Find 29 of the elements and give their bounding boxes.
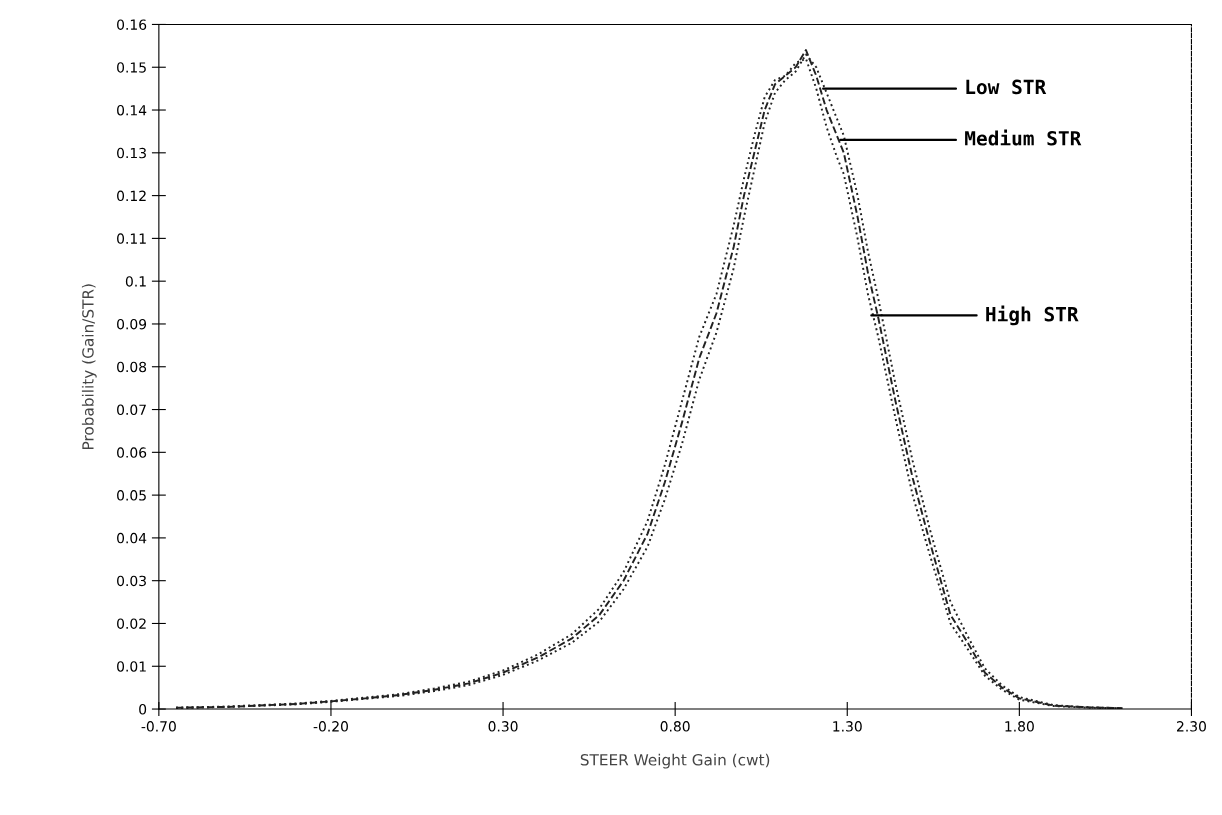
- y-tick-label: 0.07: [117, 404, 146, 416]
- y-tick-label: 0.1: [125, 276, 146, 287]
- y-tick-label: 0.05: [117, 490, 146, 501]
- y-axis-title: Probability (Gain/STR): [81, 284, 97, 449]
- y-tick-label: 0.14: [117, 104, 147, 116]
- x-axis-title: STEER Weight Gain (cwt): [580, 753, 770, 769]
- y-tick-label: 0.04: [117, 532, 147, 544]
- y-tick-label: 0: [139, 704, 147, 715]
- x-tick-label: 1.30: [833, 721, 862, 732]
- y-tick-label: 0.11: [117, 233, 146, 244]
- y-tick-label: 0.06: [117, 447, 147, 458]
- y-tick-label: 0.02: [117, 618, 146, 629]
- annotation: Low STR: [966, 79, 1047, 95]
- y-tick-label: 0.15: [117, 62, 146, 73]
- y-tick-label: 0.16: [117, 19, 147, 30]
- x-tick-label: 0.80: [660, 721, 690, 732]
- y-tick-label: 0.09: [117, 318, 147, 330]
- x-tick-label: -0.20: [313, 721, 348, 732]
- annotation: Medium STR: [965, 129, 1082, 146]
- y-tick-label: 0.01: [117, 661, 146, 672]
- x-tick-label: 1.80: [1005, 721, 1034, 732]
- y-tick-label: 0.12: [117, 190, 146, 202]
- y-tick-label: 0.13: [117, 147, 146, 159]
- x-tick-label: 2.30: [1177, 721, 1206, 732]
- x-tick-label: -0.70: [141, 721, 176, 732]
- x-tick-label: 0.30: [488, 721, 518, 732]
- y-tick-label: 0.08: [117, 361, 147, 373]
- annotation: High STR: [986, 305, 1079, 326]
- y-tick-label: 0.03: [117, 575, 146, 587]
